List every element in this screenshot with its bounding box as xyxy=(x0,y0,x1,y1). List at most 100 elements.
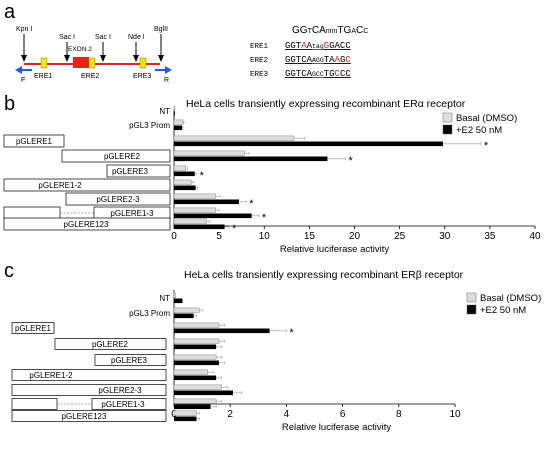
construct-label: pGLERE2-3 xyxy=(96,195,140,204)
significance-mark: * xyxy=(348,155,353,167)
site-arrowhead xyxy=(64,55,70,62)
primer-r-label: R xyxy=(164,77,169,84)
site-label: Sac I xyxy=(95,34,111,41)
legend-label: +E2 50 nM xyxy=(456,125,502,136)
significance-mark: * xyxy=(262,212,267,224)
consensus-part: GG xyxy=(292,25,308,36)
bar-e2 xyxy=(174,156,328,162)
primer-r-head xyxy=(165,66,172,74)
ere3-box xyxy=(139,57,147,69)
bar-basal xyxy=(173,398,217,404)
ere-seq-part: C xyxy=(335,69,341,79)
legend-swatch-basal xyxy=(466,292,477,303)
consensus-sequence: GGTCAnnnTGACC xyxy=(292,25,368,36)
consensus-part: A xyxy=(351,28,356,35)
construct-box xyxy=(3,217,171,231)
significance-mark: * xyxy=(484,140,489,152)
bar-basal xyxy=(173,307,200,313)
bar-e2 xyxy=(174,298,183,304)
bar-e2 xyxy=(174,125,183,131)
legend-label: +E2 50 nM xyxy=(480,305,526,316)
legend-label: Basal (DMSO) xyxy=(480,293,541,304)
x-tick-label: 20 xyxy=(349,231,361,242)
construct-box xyxy=(11,410,167,422)
panel-c-title: HeLa cells transiently expressing recomb… xyxy=(184,269,464,281)
ere-seq-part: A xyxy=(335,55,341,65)
row-label: NT xyxy=(159,107,170,116)
exon-label: EXON 2 xyxy=(68,46,92,53)
x-tick-label: 30 xyxy=(439,231,451,242)
significance-mark: * xyxy=(249,198,254,210)
bar-e2 xyxy=(174,199,239,205)
legend-swatch-e2 xyxy=(466,304,477,315)
construct-box xyxy=(61,149,171,163)
bar-basal xyxy=(173,135,295,141)
bar-basal xyxy=(173,105,176,111)
panel-a: a Kpn I Sac I Sac I Nde I BglII EXON 2 E… xyxy=(4,1,368,84)
row-label: pGL3 Prom xyxy=(129,309,170,318)
x-tick-label: 5 xyxy=(216,231,222,242)
bar-e2 xyxy=(174,416,197,422)
x-axis-title: Relative luciferase activity xyxy=(280,244,390,255)
construct-box xyxy=(3,134,65,148)
x-tick-label: 40 xyxy=(529,231,541,242)
construct-label: pGLERE2-3 xyxy=(98,386,142,395)
panel-a-label: a xyxy=(4,1,16,23)
x-tick-label: 10 xyxy=(259,231,271,242)
ere-seq-part: tag xyxy=(312,43,324,50)
ere2-box xyxy=(88,57,96,69)
ere-seq-name: ERE3 xyxy=(250,71,269,79)
row-label: pGL3 Prom xyxy=(129,121,170,130)
ere1-box xyxy=(40,57,48,69)
x-tick-label: 6 xyxy=(340,409,346,420)
construct-label: pGLERE3 xyxy=(112,167,149,176)
construct-label: pGLERE1-2 xyxy=(29,371,73,380)
construct-label: pGLERE1-3 xyxy=(110,209,154,218)
x-tick-label: 15 xyxy=(304,231,316,242)
row-label: NT xyxy=(159,294,170,303)
significance-mark: * xyxy=(232,223,237,235)
ere-seq-part: TA xyxy=(324,55,335,65)
construct-label: pGLERE1 xyxy=(15,324,52,333)
exon-box xyxy=(73,57,89,68)
construct-label: pGLERE123 xyxy=(62,412,107,421)
site-label: Kpn I xyxy=(16,26,32,33)
ere-seq-part: A xyxy=(301,41,307,51)
ere3-label: ERE3 xyxy=(133,73,151,80)
primer-f-label: F xyxy=(21,77,25,84)
construct-box xyxy=(106,164,171,178)
ere-seq-part: GGTCA xyxy=(285,69,313,79)
ere-seq-part: GCC xyxy=(312,71,324,78)
bar-e2 xyxy=(174,344,217,350)
site-arrowhead xyxy=(133,55,139,62)
x-tick-label: 25 xyxy=(394,231,406,242)
bar-e2 xyxy=(174,360,219,366)
bar-e2 xyxy=(174,313,194,319)
ere-seq-part: AGG xyxy=(312,57,324,64)
bar-e2 xyxy=(174,328,270,334)
bar-basal xyxy=(173,207,216,213)
bar-basal xyxy=(173,354,217,360)
ere-seq-part: C xyxy=(345,55,351,65)
bar-e2 xyxy=(174,185,196,191)
construct-label: pGLERE1-3 xyxy=(101,400,145,409)
panel-b: b HeLa cells transiently expressing reco… xyxy=(3,93,541,255)
legend-label: Basal (DMSO) xyxy=(456,113,517,124)
bar-basal xyxy=(173,179,192,185)
bar-e2 xyxy=(174,404,211,410)
legend-swatch-e2 xyxy=(442,124,453,135)
x-tick-label: 0 xyxy=(171,231,177,242)
x-tick-label: 4 xyxy=(284,409,290,420)
ere-seq-part: GGT xyxy=(285,41,302,51)
construct-box xyxy=(3,178,171,192)
ere-seq-name: ERE1 xyxy=(250,43,269,51)
panel-c-label: c xyxy=(4,260,14,282)
bar-e2 xyxy=(174,111,175,117)
site-arrowhead xyxy=(100,55,106,62)
bar-basal xyxy=(173,384,223,390)
bar-basal xyxy=(173,165,186,171)
legend-swatch-basal xyxy=(442,112,453,123)
construct-box xyxy=(65,192,171,206)
